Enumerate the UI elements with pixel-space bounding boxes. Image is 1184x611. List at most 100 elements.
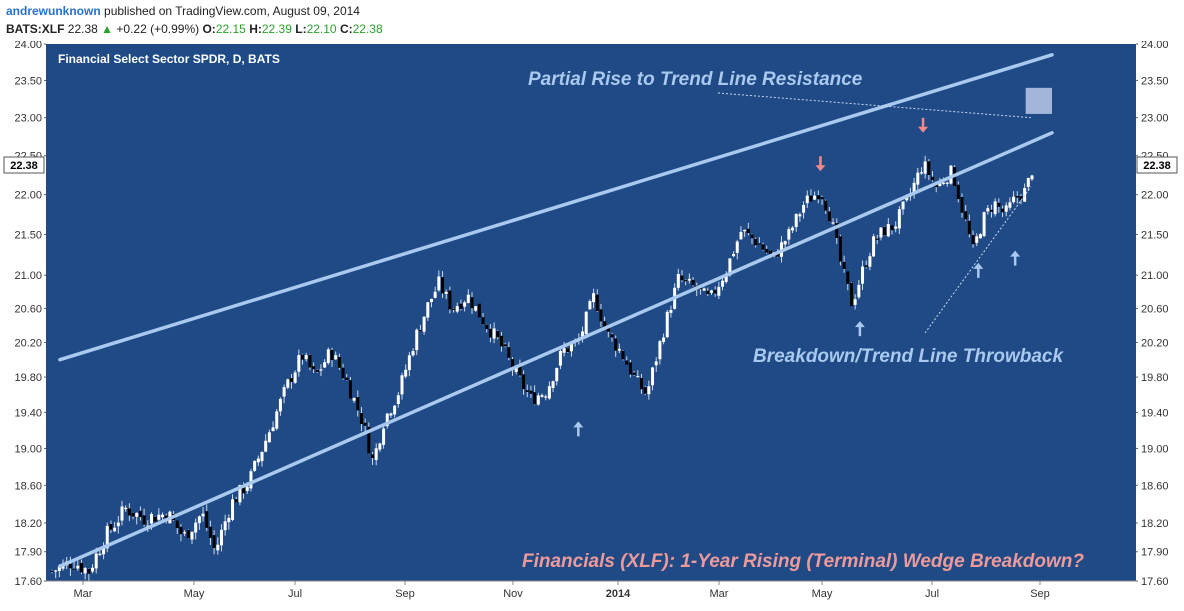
low-label: L: [295, 22, 307, 36]
candle-body [702, 288, 706, 291]
price-chart[interactable]: 17.60 17.90 18.20 18.60 19.00 19.40 19.80 20.20… [0, 41, 1184, 611]
candle-body [359, 413, 363, 425]
candle-body [348, 380, 352, 399]
y-tick-label-right: 21.50 [1141, 229, 1169, 241]
candle-body [109, 523, 113, 530]
candle-body [197, 516, 201, 524]
candle-body [798, 214, 802, 217]
support-arrow-up-icon [573, 421, 584, 428]
candle-body [87, 568, 91, 574]
time-axis-band [0, 581, 1184, 611]
pointer-partial-rise [717, 92, 1031, 119]
candle-body [765, 248, 769, 253]
candle-body [249, 471, 253, 489]
candle-body [529, 390, 533, 394]
candle-body [308, 354, 312, 368]
y-tick-label-left: 20.20 [14, 337, 42, 349]
candle-body [363, 422, 367, 426]
candle-body [463, 302, 467, 307]
candle-body [341, 367, 345, 379]
candle-body [120, 506, 124, 521]
candle-body [967, 220, 971, 235]
candle-body [927, 161, 931, 176]
candle-body [153, 516, 157, 522]
y-tick-label-right: 19.40 [1141, 407, 1169, 419]
candle-body [437, 276, 441, 291]
candle-body [658, 341, 662, 360]
candle-body [330, 350, 334, 361]
publish-info: andrewunknown published on TradingView.c… [6, 4, 360, 18]
candle-body [544, 396, 548, 398]
y-tick-label-left: 21.50 [14, 229, 42, 241]
candle-body [536, 395, 540, 405]
candle-body [124, 507, 128, 510]
candle-body [569, 344, 573, 352]
candle-body [978, 234, 982, 239]
candle-body [441, 277, 445, 294]
candle-body [732, 253, 736, 257]
resistance-box [1025, 87, 1052, 114]
candle-body [459, 303, 463, 309]
y-tick-label-left: 23.50 [14, 75, 42, 87]
candle-body [253, 460, 257, 471]
candle-body [643, 387, 647, 394]
candle-body [864, 265, 868, 268]
x-tick-label: Jul [925, 588, 939, 600]
candle-body [337, 356, 341, 368]
y-tick-label-left: 21.00 [14, 270, 42, 282]
candle-body [477, 303, 481, 318]
candle-body [547, 386, 551, 399]
y-tick-label-left: 19.00 [14, 443, 42, 455]
candle-body [687, 278, 691, 281]
candle-body [326, 349, 330, 363]
candle-body [227, 517, 231, 523]
candle-body [113, 527, 117, 532]
candle-body [942, 182, 946, 184]
candle-body [883, 227, 887, 236]
open-value: 22.15 [215, 22, 246, 36]
support-arrow-up-icon [854, 321, 865, 328]
right-axis-band [1136, 41, 1184, 581]
candle-body [558, 350, 562, 366]
candle-body [183, 532, 187, 534]
candle-body [267, 432, 271, 443]
open-label: O: [202, 22, 216, 36]
candle-body [606, 328, 610, 332]
y-tick-label-right: 22.00 [1141, 190, 1169, 202]
candle-body [592, 293, 596, 303]
price-change: +0.22 (+0.99%) [116, 22, 200, 36]
candle-body [470, 297, 474, 309]
author-link[interactable]: andrewunknown [6, 4, 101, 18]
candle-body [680, 275, 684, 281]
candle-body [636, 375, 640, 378]
published-text: published on TradingView.com, August 09,… [104, 4, 360, 18]
candle-body [161, 514, 165, 518]
candle-body [382, 428, 386, 445]
candle-body [724, 273, 728, 282]
candle-body [278, 398, 282, 412]
candle-body [396, 395, 400, 405]
candle-body [584, 311, 588, 335]
candle-body [444, 291, 448, 294]
high-label: H: [249, 22, 262, 36]
candle-body [131, 512, 135, 517]
candle-body [429, 298, 433, 302]
candle-body [647, 386, 651, 395]
y-tick-label-right: 17.90 [1141, 547, 1169, 559]
candle-body [205, 511, 209, 528]
y-tick-label-right: 20.20 [1141, 337, 1169, 349]
candle-body [735, 241, 739, 253]
last-price-tag-right-text: 22.38 [1143, 160, 1171, 172]
candle-body [654, 361, 658, 366]
candle-body [562, 348, 566, 353]
close-label: C: [339, 22, 353, 36]
candle-body [352, 398, 356, 401]
candle-body [802, 204, 806, 213]
candle-body [676, 274, 680, 288]
candle-body [323, 362, 327, 368]
candle-body [400, 375, 404, 395]
candle-body [245, 486, 249, 492]
y-tick-label-left: 18.20 [14, 518, 42, 530]
candle-body [511, 359, 515, 370]
candle-body [271, 427, 275, 432]
